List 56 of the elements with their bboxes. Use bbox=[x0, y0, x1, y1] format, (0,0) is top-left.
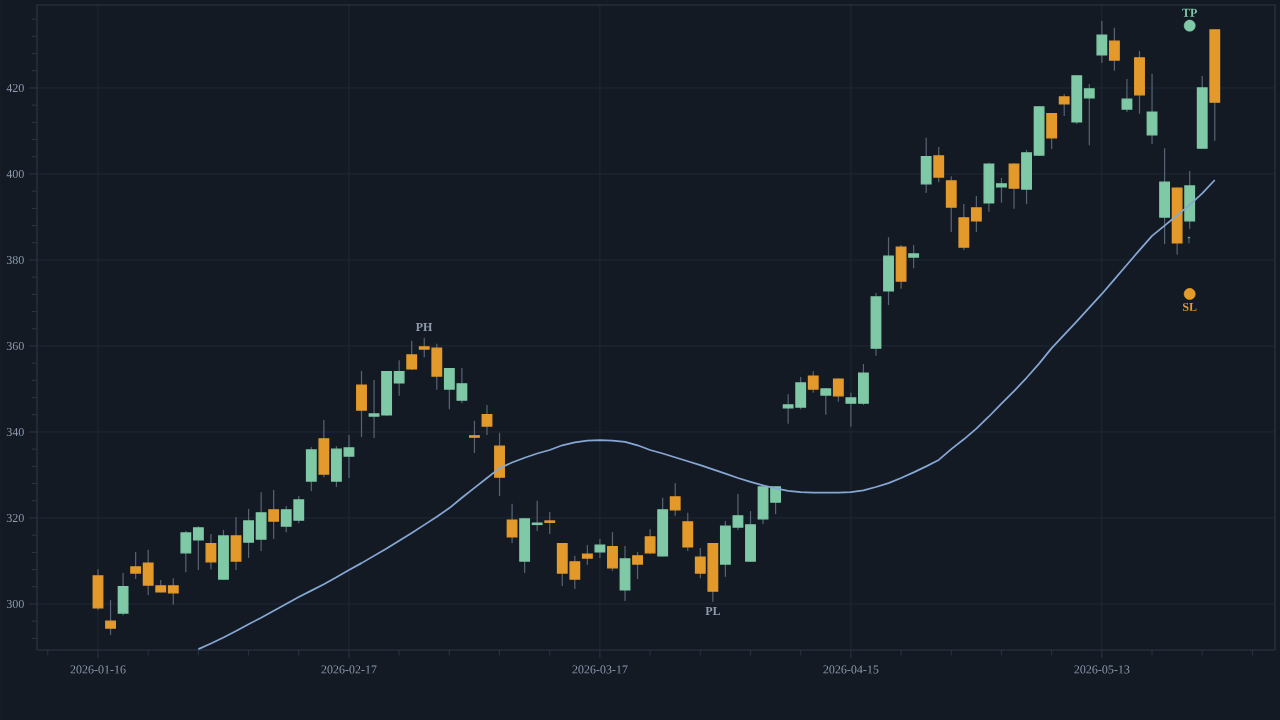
candlestick bbox=[732, 493, 744, 531]
candlestick bbox=[368, 379, 380, 439]
series-label: SL bbox=[1183, 302, 1197, 311]
y-tick-label: 380 bbox=[6, 255, 24, 265]
candlestick bbox=[393, 359, 405, 397]
candlestick bbox=[832, 377, 844, 403]
x-tick-label: 2026-05-13 bbox=[1074, 665, 1130, 674]
y-tick-label: 360 bbox=[6, 341, 24, 351]
x-tick-label: 2026-01-16 bbox=[70, 665, 126, 674]
candlestick bbox=[343, 434, 355, 479]
candlestick bbox=[481, 404, 493, 436]
candlestick bbox=[469, 420, 480, 454]
candlestick bbox=[1146, 73, 1158, 145]
y-tick-label: 320 bbox=[6, 513, 24, 523]
candlestick bbox=[908, 244, 920, 269]
candlestick bbox=[180, 530, 192, 573]
x-tick-label: 2026-03-17 bbox=[572, 665, 628, 674]
y-tick-label: 400 bbox=[6, 169, 24, 179]
candlestick bbox=[970, 195, 982, 233]
y-tick-label: 340 bbox=[6, 427, 24, 437]
candlestick bbox=[933, 146, 945, 183]
candlestick bbox=[1083, 83, 1095, 146]
candlestick bbox=[130, 551, 142, 580]
candlestick bbox=[531, 500, 543, 532]
candlestick bbox=[669, 482, 681, 517]
x-tick-label: 2026-02-17 bbox=[321, 665, 377, 674]
candlestick bbox=[770, 485, 782, 515]
candlestick bbox=[996, 177, 1007, 204]
annotation: PL bbox=[705, 607, 721, 615]
candlestick bbox=[192, 525, 204, 571]
candlestick bbox=[1058, 93, 1070, 117]
candlestick bbox=[544, 511, 556, 535]
candlestick bbox=[594, 538, 606, 559]
annotation: PH bbox=[415, 323, 433, 331]
candlestick bbox=[820, 387, 832, 416]
candlestick bbox=[1096, 20, 1108, 64]
x-tick-label: 2026-04-15 bbox=[823, 665, 879, 674]
candlestick bbox=[243, 508, 255, 559]
candlestick bbox=[506, 503, 518, 544]
candlestick bbox=[205, 533, 217, 570]
candlestick bbox=[1121, 78, 1133, 113]
candlestick bbox=[1108, 27, 1120, 72]
candlestick bbox=[167, 577, 179, 606]
candlestick bbox=[807, 370, 819, 394]
series-label: TP bbox=[1182, 8, 1198, 17]
candlestick bbox=[632, 551, 643, 580]
candlestick bbox=[406, 340, 418, 371]
candlestick bbox=[105, 599, 116, 636]
candlestick bbox=[607, 531, 618, 572]
candlestick bbox=[644, 528, 656, 555]
candlestick bbox=[268, 489, 280, 540]
candlestick bbox=[581, 544, 593, 566]
candlestick bbox=[845, 392, 857, 428]
annotation: ↑ bbox=[1187, 236, 1191, 244]
y-tick-label: 420 bbox=[6, 83, 24, 93]
y-tick-label: 300 bbox=[6, 599, 24, 609]
